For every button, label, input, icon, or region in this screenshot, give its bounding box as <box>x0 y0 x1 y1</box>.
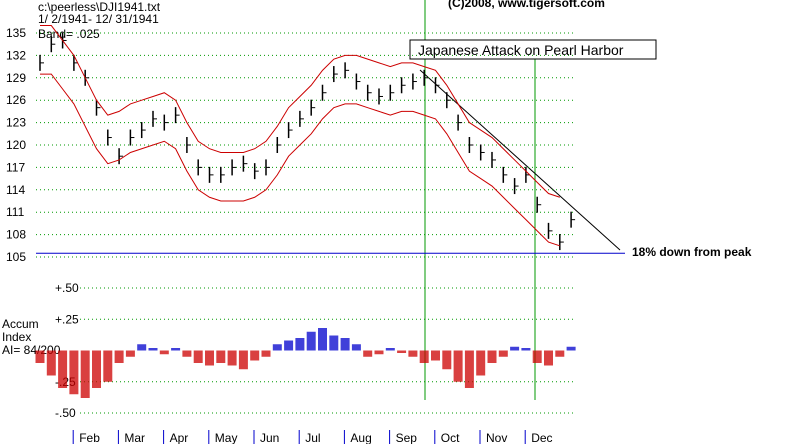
x-tick-label: Feb <box>79 431 100 444</box>
x-tick-label: Oct <box>441 431 460 444</box>
accum-bar <box>58 350 68 388</box>
y-tick-label: 105 <box>6 250 26 264</box>
accum-bar <box>261 350 271 357</box>
band-line <box>40 25 560 198</box>
accum-bar <box>431 350 440 361</box>
accum-bar <box>193 350 203 363</box>
y-tick-label: -.50 <box>55 406 76 420</box>
event-label: Japanese Attack on Pearl Harbor <box>418 42 624 58</box>
accum-subtitle: Index <box>2 330 31 344</box>
accum-bar <box>318 328 327 351</box>
accum-bar <box>340 338 350 351</box>
reference-label: 18% down from peak <box>632 245 752 259</box>
accum-bar <box>69 350 79 395</box>
accum-bar <box>46 350 56 376</box>
x-tick-label: Nov <box>486 431 507 444</box>
accum-bar <box>363 350 373 357</box>
x-tick-label: May <box>215 431 238 444</box>
accum-bar <box>544 350 553 366</box>
accum-bar <box>566 346 576 351</box>
accum-bar <box>453 350 463 382</box>
accum-bar <box>329 335 339 351</box>
event-box <box>409 39 657 60</box>
date-range: 1/ 2/1941- 12/ 31/1941 <box>38 12 159 26</box>
y-tick-label: 123 <box>6 116 26 130</box>
accum-bar <box>442 350 452 370</box>
accum-bar <box>464 350 474 388</box>
accum-bar <box>114 350 124 363</box>
accum-bar <box>238 350 248 370</box>
y-tick-label: 132 <box>6 48 26 62</box>
y-tick-label: 117 <box>6 160 25 174</box>
accum-bar <box>295 338 305 351</box>
accum-bar <box>374 350 384 355</box>
accum-bar <box>171 348 181 351</box>
y-tick-label: +.50 <box>55 281 79 295</box>
accum-bar <box>498 350 508 357</box>
accum-bar <box>487 350 497 363</box>
accum-bar <box>92 350 101 388</box>
x-tick-label: Aug <box>350 431 371 444</box>
accum-bar <box>125 350 135 357</box>
accum-bar <box>532 350 542 363</box>
accum-bar <box>205 350 214 366</box>
x-tick-label: Mar <box>124 431 145 444</box>
x-tick-label: Dec <box>531 431 552 444</box>
copyright: (C)2008, www.tigersoft.com <box>448 0 605 10</box>
band-label: Band= .025 <box>38 27 100 41</box>
y-tick-label: 114 <box>6 183 25 197</box>
y-tick-label: +.25 <box>55 312 79 326</box>
accum-bar <box>397 350 407 353</box>
accum-bar <box>476 350 486 376</box>
accum-bar <box>35 350 45 363</box>
trend-line <box>419 69 621 251</box>
y-tick-label: 108 <box>6 228 26 242</box>
accum-bar <box>510 346 520 351</box>
accum-bar <box>351 344 361 351</box>
accum-bar <box>272 344 282 351</box>
accum-bar <box>216 350 226 363</box>
accum-bar <box>80 350 90 398</box>
x-tick-label: Jul <box>305 431 320 444</box>
accum-bar <box>227 350 237 366</box>
x-tick-label: Apr <box>170 431 189 444</box>
accum-bar <box>148 348 158 351</box>
y-tick-label: 120 <box>6 138 26 152</box>
y-tick-label: 126 <box>6 93 26 107</box>
accum-bar <box>250 350 260 361</box>
accum-bar <box>284 340 294 351</box>
accum-bar <box>419 350 429 363</box>
file-name: c:\peerless\DJI1941.txt <box>38 0 161 14</box>
accum-bar <box>306 331 316 351</box>
accum-note: AI= 84/200 <box>2 343 61 357</box>
accum-bar <box>385 348 395 351</box>
x-tick-label: Sep <box>396 431 418 444</box>
band-line <box>40 73 560 247</box>
y-tick-label: 111 <box>6 205 25 219</box>
accum-title: Accum <box>2 317 39 331</box>
x-tick-label: Jun <box>260 431 279 444</box>
accum-bar <box>159 350 169 355</box>
accum-bar <box>182 350 192 357</box>
accum-bar <box>103 350 113 382</box>
accum-bar <box>555 350 565 357</box>
accum-bar <box>521 348 531 351</box>
accum-bar <box>408 350 418 357</box>
accum-bar <box>137 344 147 351</box>
y-tick-label: 135 <box>6 26 26 40</box>
y-tick-label: 129 <box>6 71 26 85</box>
